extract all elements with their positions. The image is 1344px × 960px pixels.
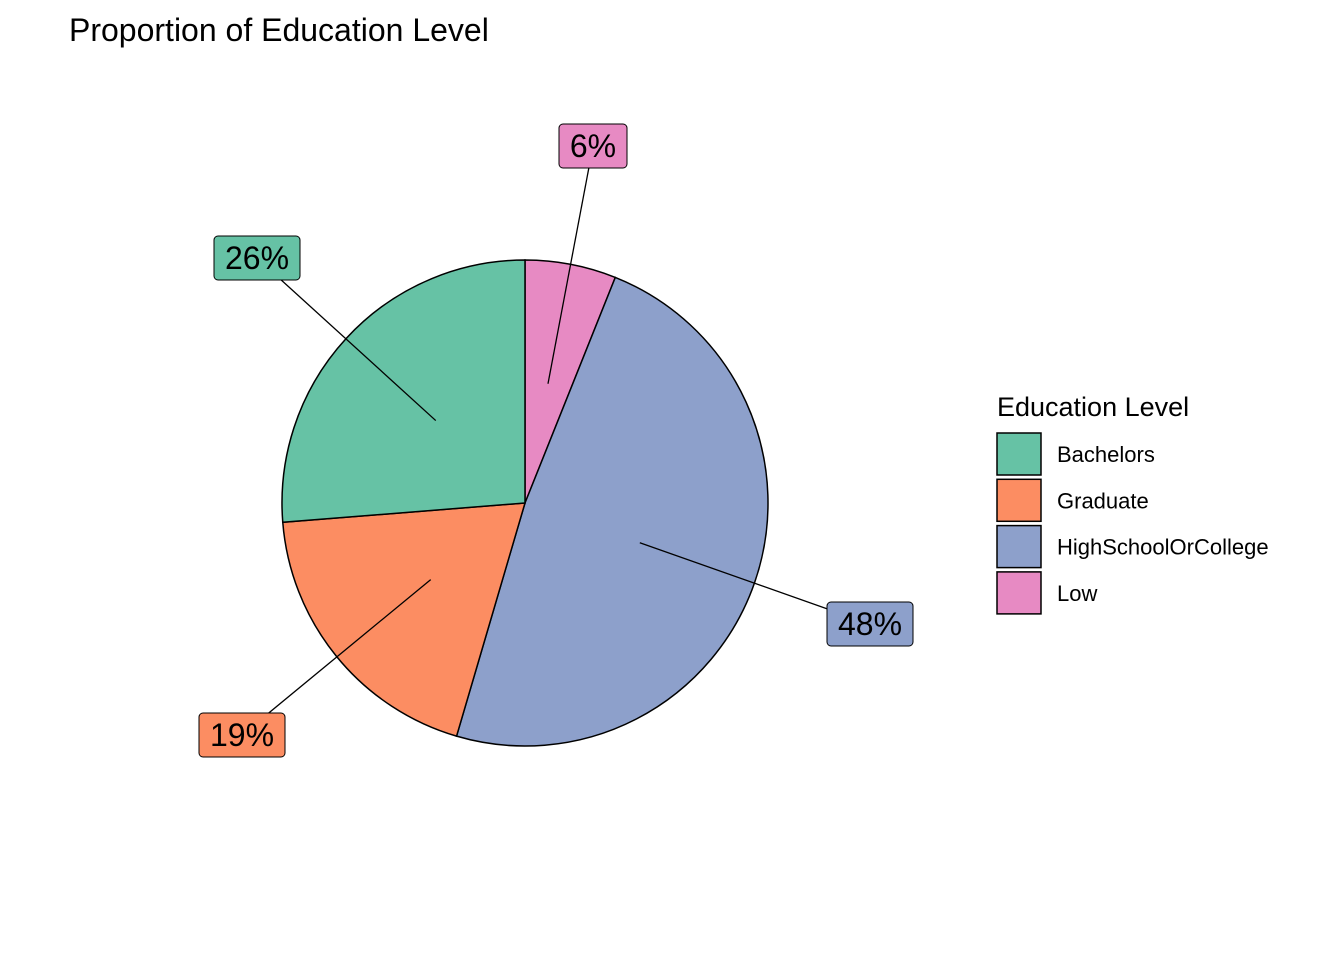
legend-key-graduate	[996, 478, 1042, 523]
legend-label-bachelors: Bachelors	[1057, 442, 1155, 467]
legend-label-graduate: Graduate	[1057, 488, 1149, 513]
legend-title: Education Level	[997, 392, 1189, 422]
label-box-low	[558, 123, 628, 169]
pie-slice-high-school-or-college	[455, 276, 769, 747]
legend-key-high-school-or-college	[996, 524, 1042, 569]
legend-label-high-school-or-college: HighSchoolOrCollege	[1057, 535, 1269, 560]
slice-label-low: 6%	[570, 128, 616, 164]
legend-key-bachelors	[996, 432, 1042, 476]
label-box-high-school-or-college	[826, 601, 914, 647]
slice-label-bachelors: 26%	[225, 240, 289, 276]
slice-labels: 6% 48% 19% 26%	[198, 123, 914, 758]
chart-title: Proportion of Education Level	[69, 12, 489, 48]
pie-slice-graduate	[281, 502, 527, 738]
legend-label-low: Low	[1057, 581, 1097, 606]
legend: Education Level Bachelors Graduate HighSch…	[996, 392, 1269, 615]
slice-label-high-school-or-college: 48%	[838, 606, 902, 642]
slice-label-graduate: 19%	[210, 717, 274, 753]
leader-line-graduate	[241, 579, 432, 736]
legend-key-low	[996, 571, 1042, 615]
leader-line-bachelors	[256, 257, 437, 422]
pie-group	[281, 259, 769, 747]
label-box-graduate	[198, 712, 286, 758]
leader-line-low	[547, 145, 594, 384]
label-box-bachelors	[213, 235, 301, 281]
